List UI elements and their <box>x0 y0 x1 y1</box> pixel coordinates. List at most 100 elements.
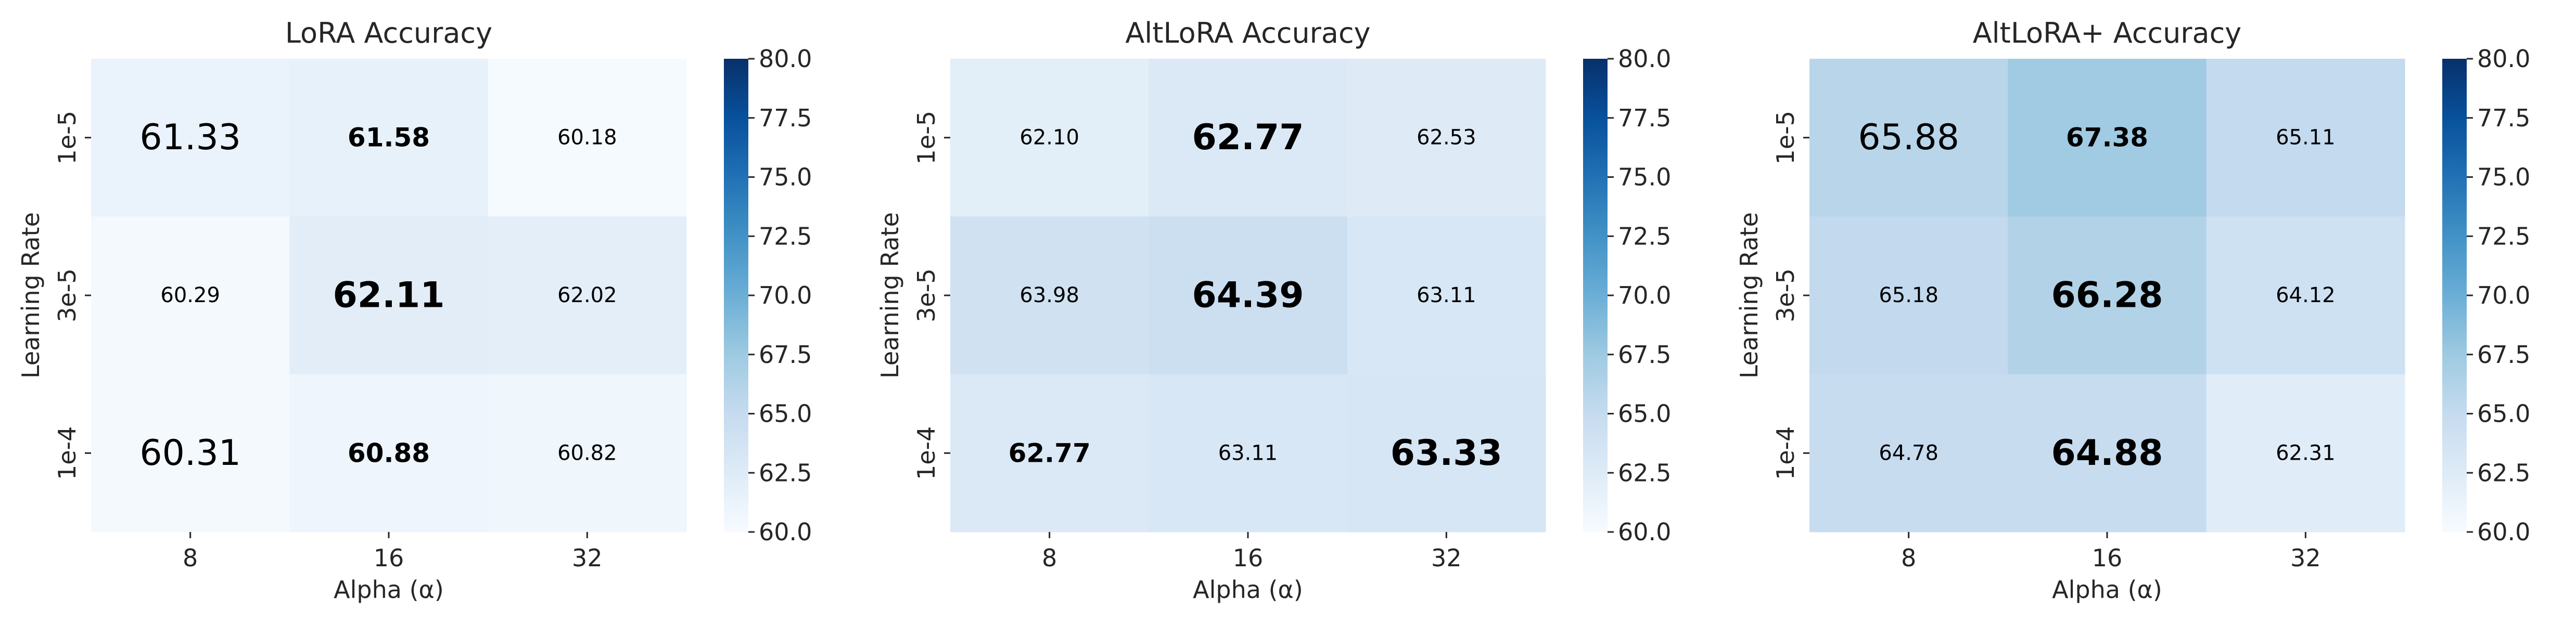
x-axis-label: Alpha (α) <box>334 576 444 604</box>
colorbar-tick-label: 80.0 <box>2477 45 2530 73</box>
heatmap-cell <box>1347 59 1546 217</box>
cell-value-label: 67.38 <box>2066 123 2148 153</box>
cell-value-label: 62.31 <box>2276 441 2336 465</box>
cell-value-label: 62.77 <box>1009 438 1091 468</box>
heatmap-cell <box>1809 374 2008 532</box>
colorbar-tick-label: 70.0 <box>2477 281 2530 309</box>
x-tick-label: 16 <box>2092 544 2123 572</box>
cell-value-label: 60.31 <box>139 433 241 474</box>
heatmap-cell <box>1809 216 2008 375</box>
heatmap-cell <box>2008 216 2207 375</box>
y-tick-label: 1e-5 <box>912 111 940 164</box>
cell-value-label: 62.77 <box>1192 117 1304 158</box>
chart-title: LoRA Accuracy <box>285 17 492 49</box>
x-tick-label: 8 <box>1042 544 1057 572</box>
colorbar-tick-label: 65.0 <box>759 400 812 428</box>
colorbar <box>1583 59 1608 532</box>
heatmap-cell <box>289 216 489 375</box>
heatmap-cell <box>2206 374 2405 532</box>
colorbar-tick-label: 67.5 <box>1618 341 1671 369</box>
x-tick-label: 16 <box>1233 544 1264 572</box>
x-tick-label: 16 <box>374 544 404 572</box>
colorbar-tick-label: 72.5 <box>2477 222 2530 250</box>
colorbar <box>2442 59 2467 532</box>
x-axis-label: Alpha (α) <box>1193 576 1303 604</box>
colorbar-tick-label: 62.5 <box>2477 459 2530 487</box>
heatmap-cell <box>2008 374 2207 532</box>
heatmap-cell <box>950 59 1149 217</box>
y-axis-label: Learning Rate <box>17 212 45 379</box>
x-tick-label: 32 <box>2290 544 2321 572</box>
colorbar-tick-label: 77.5 <box>1618 104 1671 132</box>
cell-value-label: 65.88 <box>1858 117 1959 158</box>
heatmap-cell <box>91 374 290 532</box>
colorbar-tick-label: 65.0 <box>2477 400 2530 428</box>
colorbar-tick-label: 60.0 <box>759 518 812 546</box>
cell-value-label: 65.18 <box>1879 283 1939 307</box>
cell-value-label: 62.02 <box>557 283 617 307</box>
colorbar-tick-label: 62.5 <box>1618 459 1671 487</box>
y-tick-label: 3e-5 <box>53 268 81 322</box>
y-tick-label: 3e-5 <box>912 268 940 322</box>
heatmap-cell <box>950 216 1149 375</box>
y-tick-label: 3e-5 <box>1771 268 1800 322</box>
heatmap-cell <box>2206 216 2405 375</box>
cell-value-label: 64.39 <box>1192 275 1304 316</box>
cell-value-label: 60.29 <box>160 283 220 307</box>
colorbar-tick-label: 70.0 <box>759 281 812 309</box>
cell-value-label: 60.82 <box>557 441 617 465</box>
heatmap-cell <box>1347 216 1546 375</box>
cell-value-label: 64.12 <box>2276 283 2336 307</box>
colorbar-tick-label: 77.5 <box>759 104 812 132</box>
cell-value-label: 61.58 <box>348 123 430 153</box>
y-tick-label: 1e-5 <box>53 111 81 164</box>
cell-value-label: 66.28 <box>2051 275 2163 316</box>
cell-value-label: 65.11 <box>2276 126 2336 150</box>
heatmap-cell <box>91 216 290 375</box>
colorbar <box>724 59 748 532</box>
cell-value-label: 64.88 <box>2051 433 2163 474</box>
cell-value-label: 63.11 <box>1218 441 1278 465</box>
colorbar-tick-label: 72.5 <box>759 222 812 250</box>
colorbar-tick-label: 80.0 <box>759 45 812 73</box>
cell-value-label: 60.18 <box>557 126 617 150</box>
colorbar-tick-label: 62.5 <box>759 459 812 487</box>
cell-value-label: 61.33 <box>139 117 241 158</box>
heatmap-cell <box>488 216 687 375</box>
heatmap-panel: AltLoRA Accuracy 62.10 62.77 62.53 63.98 64.3… <box>876 17 1671 604</box>
y-axis-label: Learning Rate <box>1735 212 1763 379</box>
y-tick-label: 1e-4 <box>53 426 81 480</box>
y-tick-label: 1e-4 <box>912 426 940 480</box>
x-tick-label: 32 <box>1431 544 1462 572</box>
heatmap-cell <box>1347 374 1546 532</box>
colorbar-tick-label: 77.5 <box>2477 104 2530 132</box>
heatmap-cell <box>289 374 489 532</box>
cell-value-label: 64.78 <box>1879 441 1939 465</box>
cell-value-label: 60.88 <box>348 438 430 468</box>
colorbar-tick-label: 72.5 <box>1618 222 1671 250</box>
heatmap-cell <box>1809 59 2008 217</box>
heatmap-cell <box>488 374 687 532</box>
heatmap-panel: LoRA Accuracy 61.33 61.58 60.18 60.29 62.11 62… <box>17 17 812 604</box>
heatmap-cell <box>1149 59 1348 217</box>
chart-title: AltLoRA Accuracy <box>1125 17 1370 49</box>
y-axis-label: Learning Rate <box>876 212 904 379</box>
x-tick-label: 32 <box>572 544 603 572</box>
heatmap-cell <box>488 59 687 217</box>
colorbar-tick-label: 60.0 <box>2477 518 2530 546</box>
colorbar-tick-label: 75.0 <box>1618 163 1671 191</box>
colorbar-tick-label: 65.0 <box>1618 400 1671 428</box>
x-tick-label: 8 <box>183 544 198 572</box>
y-tick-label: 1e-5 <box>1771 111 1800 164</box>
colorbar-tick-label: 70.0 <box>1618 281 1671 309</box>
heatmap-cell <box>91 59 290 217</box>
cell-value-label: 62.10 <box>1019 126 1079 150</box>
heatmap-cell <box>1149 216 1348 375</box>
cell-value-label: 62.53 <box>1417 126 1476 150</box>
cell-value-label: 63.33 <box>1391 433 1502 474</box>
colorbar-tick-label: 67.5 <box>759 341 812 369</box>
x-tick-label: 8 <box>1901 544 1916 572</box>
heatmap-cell <box>2206 59 2405 217</box>
colorbar-tick-label: 80.0 <box>1618 45 1671 73</box>
